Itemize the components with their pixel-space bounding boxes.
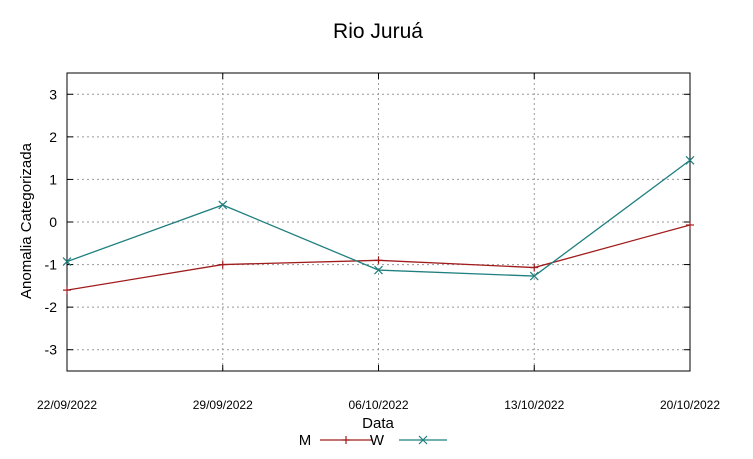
series-M <box>63 220 694 295</box>
legend-label: W <box>370 432 385 449</box>
y-axis: 3 2 1 0 -1 -2 -3 <box>45 86 690 358</box>
x-tick-label: 06/10/2022 <box>348 398 408 412</box>
y-tick-label: 1 <box>49 171 57 187</box>
data-point <box>686 220 694 229</box>
data-point <box>218 260 227 269</box>
x-tick-label: 20/10/2022 <box>660 398 720 412</box>
legend-item-M: M <box>299 432 372 449</box>
y-tick-label: 0 <box>49 214 57 230</box>
data-point <box>530 263 539 272</box>
series-layer <box>62 155 695 295</box>
data-point <box>218 200 228 210</box>
x-axis-label: Data <box>362 415 394 432</box>
data-point <box>374 265 383 275</box>
grid <box>67 73 690 371</box>
data-point <box>418 435 428 445</box>
x-tick-label: 29/09/2022 <box>193 398 253 412</box>
y-axis-label: Anomalia Categorizada <box>18 142 35 299</box>
data-point <box>63 286 71 295</box>
x-tick-label: 22/09/2022 <box>37 398 97 412</box>
data-point <box>62 257 72 267</box>
y-tick-label: -1 <box>45 257 58 273</box>
x-axis: 22/09/2022 29/09/2022 06/10/2022 13/10/2022… <box>37 73 720 412</box>
x-tick-label: 13/10/2022 <box>504 398 564 412</box>
chart-title: Rio Juruá <box>333 20 423 43</box>
legend-label: M <box>299 432 312 449</box>
y-tick-label: 3 <box>49 86 57 102</box>
y-tick-label: 2 <box>49 129 57 145</box>
y-tick-label: -3 <box>45 342 58 358</box>
y-tick-label: -2 <box>45 299 58 315</box>
data-point <box>342 436 350 444</box>
data-point <box>529 271 539 281</box>
data-point <box>685 155 695 165</box>
legend-item-W: W <box>370 432 447 449</box>
data-point <box>374 256 383 265</box>
series-W <box>62 155 695 281</box>
